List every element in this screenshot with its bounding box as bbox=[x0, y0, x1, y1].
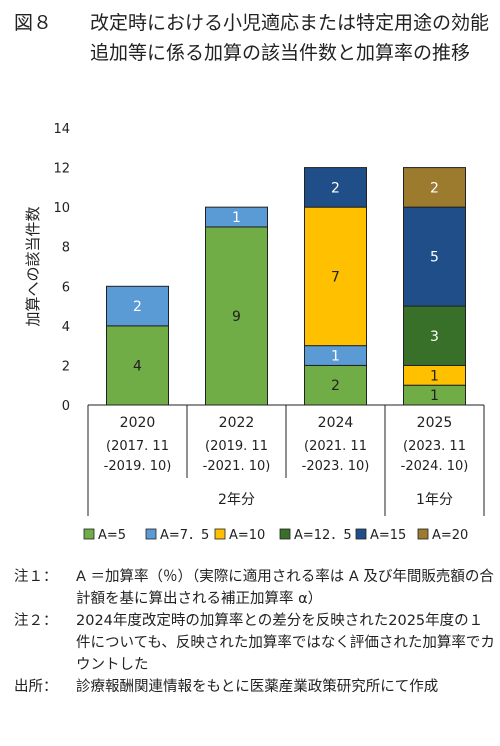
x-tick-label: 2022 bbox=[219, 415, 255, 431]
x-period-label: -2019. 10) bbox=[104, 459, 172, 474]
y-tick-label: 0 bbox=[62, 399, 70, 414]
x-tick-label: 2024 bbox=[318, 415, 354, 431]
legend-swatch bbox=[279, 528, 291, 540]
legend-label: A=10 bbox=[229, 528, 265, 543]
x-period-label: (2017. 11 bbox=[106, 439, 169, 454]
data-label: 9 bbox=[232, 309, 241, 325]
group-label: 2年分 bbox=[218, 492, 255, 508]
stacked-bar-chart: 加算への該当件数0246810121442912172113522020(201… bbox=[24, 122, 485, 543]
y-tick-label: 2 bbox=[62, 359, 70, 374]
source-note: 出所： 診療報酬関連情報をもとに医薬産業政策研究所にて作成 bbox=[14, 676, 496, 698]
legend-swatch bbox=[417, 528, 429, 540]
data-label: 3 bbox=[430, 329, 439, 345]
note-1-label: 注１： bbox=[14, 569, 58, 585]
bar-segment bbox=[205, 206, 268, 228]
y-tick-label: 8 bbox=[62, 241, 70, 256]
notes-section: 注１： A ＝加算率（％）（実際に適用される率は A 及び年間販売額の合計額を基… bbox=[14, 566, 496, 698]
group-label: 1年分 bbox=[416, 492, 453, 508]
data-label: 2 bbox=[331, 378, 340, 394]
x-period-label: (2023. 11 bbox=[403, 439, 466, 454]
note-2: 注２： 2024年度改定時の加算率との差分を反映された2025年度の１件について… bbox=[14, 610, 496, 676]
source-text: 診療報酬関連情報をもとに医薬産業政策研究所にて作成 bbox=[76, 679, 439, 695]
bar-segment bbox=[304, 206, 367, 347]
data-label: 1 bbox=[430, 388, 439, 404]
x-period-label: -2023. 10) bbox=[302, 459, 370, 474]
legend-label: A=15 bbox=[370, 528, 406, 543]
x-period-label: -2024. 10) bbox=[401, 459, 469, 474]
data-label: 7 bbox=[331, 269, 340, 285]
bar-segment bbox=[106, 285, 169, 327]
data-label: 2 bbox=[133, 299, 142, 315]
legend-label: A=5 bbox=[98, 528, 126, 543]
figure-title-text: 改定時における小児適応または特定用途の効能追加等に係る加算の該当件数と加算率の推… bbox=[90, 12, 490, 64]
note-2-text: 2024年度改定時の加算率との差分を反映された2025年度の１件についても、反映… bbox=[76, 613, 495, 673]
note-2-label: 注２： bbox=[14, 613, 58, 629]
legend-swatch bbox=[83, 528, 95, 540]
legend-label: A=20 bbox=[432, 528, 468, 543]
x-period-label: (2019. 11 bbox=[205, 439, 268, 454]
note-1-text: A ＝加算率（％）（実際に適用される率は A 及び年間販売額の合計額を基に算出さ… bbox=[76, 569, 494, 607]
data-label: 1 bbox=[430, 368, 439, 384]
note-1: 注１： A ＝加算率（％）（実際に適用される率は A 及び年間販売額の合計額を基… bbox=[14, 566, 496, 610]
data-label: 2 bbox=[430, 180, 439, 196]
x-period-label: -2021. 10) bbox=[203, 459, 271, 474]
data-label: 4 bbox=[133, 358, 142, 374]
data-label: 5 bbox=[430, 250, 439, 266]
bar-segment bbox=[403, 167, 466, 208]
x-tick-label: 2020 bbox=[120, 415, 156, 431]
y-tick-label: 6 bbox=[62, 280, 70, 295]
bar-segment bbox=[304, 167, 367, 208]
legend-swatch bbox=[145, 528, 157, 540]
legend-swatch bbox=[355, 528, 367, 540]
data-label: 1 bbox=[331, 349, 340, 365]
y-tick-label: 14 bbox=[53, 122, 70, 137]
y-tick-label: 10 bbox=[53, 201, 70, 216]
data-label: 2 bbox=[331, 180, 340, 196]
data-label: 1 bbox=[232, 210, 241, 226]
source-label: 出所： bbox=[14, 679, 58, 695]
y-tick-label: 4 bbox=[62, 320, 70, 335]
legend-label: A=12．5 bbox=[294, 528, 352, 543]
x-period-label: (2021. 11 bbox=[304, 439, 367, 454]
x-tick-label: 2025 bbox=[417, 415, 453, 431]
y-axis-label: 加算への該当件数 bbox=[24, 206, 42, 326]
y-tick-label: 12 bbox=[53, 162, 70, 177]
bar-segment bbox=[403, 206, 466, 307]
bar-segment bbox=[106, 325, 169, 406]
legend-label: A=7．5 bbox=[160, 528, 209, 543]
legend-swatch bbox=[214, 528, 226, 540]
figure-number: 図８ bbox=[14, 12, 53, 34]
